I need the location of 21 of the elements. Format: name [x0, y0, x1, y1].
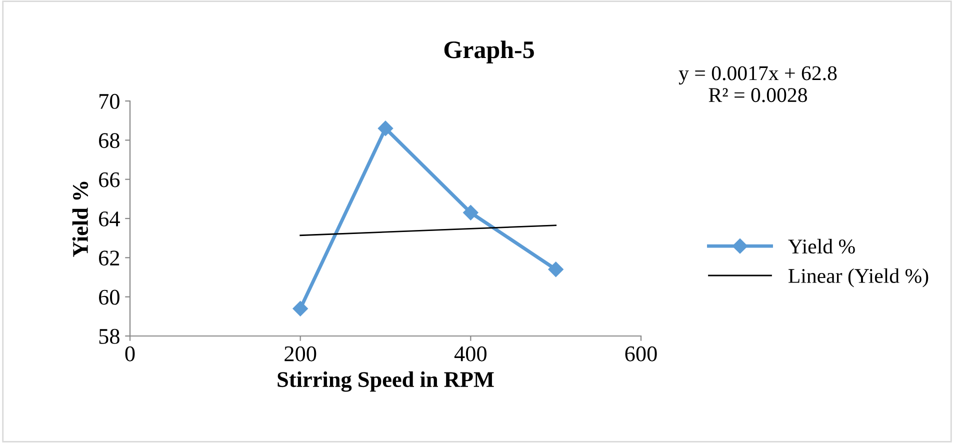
point — [548, 262, 564, 277]
x-tick-label: 400 — [454, 346, 486, 362]
chart-title: Graph-5 — [444, 40, 534, 64]
text: y = 0.0017x + 62.8 R² = 0.0028 — [678, 66, 837, 102]
legend-label: Yield % — [788, 238, 855, 254]
y-tick-label: 60 — [99, 290, 120, 305]
y-tick-label: 66 — [99, 172, 120, 188]
point — [292, 301, 308, 316]
y-tick-label: 70 — [100, 94, 120, 109]
y-tick-label: 68 — [99, 133, 120, 148]
point — [463, 205, 478, 220]
x-tick-label: 200 — [284, 346, 316, 362]
y-axis-title: Yield % — [72, 182, 88, 257]
y-tick-label: 58 — [99, 328, 120, 344]
x-tick-label: 0 — [125, 346, 135, 362]
legend-label: Linear (Yield %) — [788, 268, 928, 288]
y-tick-label: 62 — [99, 250, 120, 266]
point — [378, 120, 394, 136]
y-tick-label: 64 — [99, 211, 120, 226]
x-tick-label: 600 — [625, 346, 657, 362]
x-axis-title: Stirring Speed in RPM — [278, 371, 494, 392]
